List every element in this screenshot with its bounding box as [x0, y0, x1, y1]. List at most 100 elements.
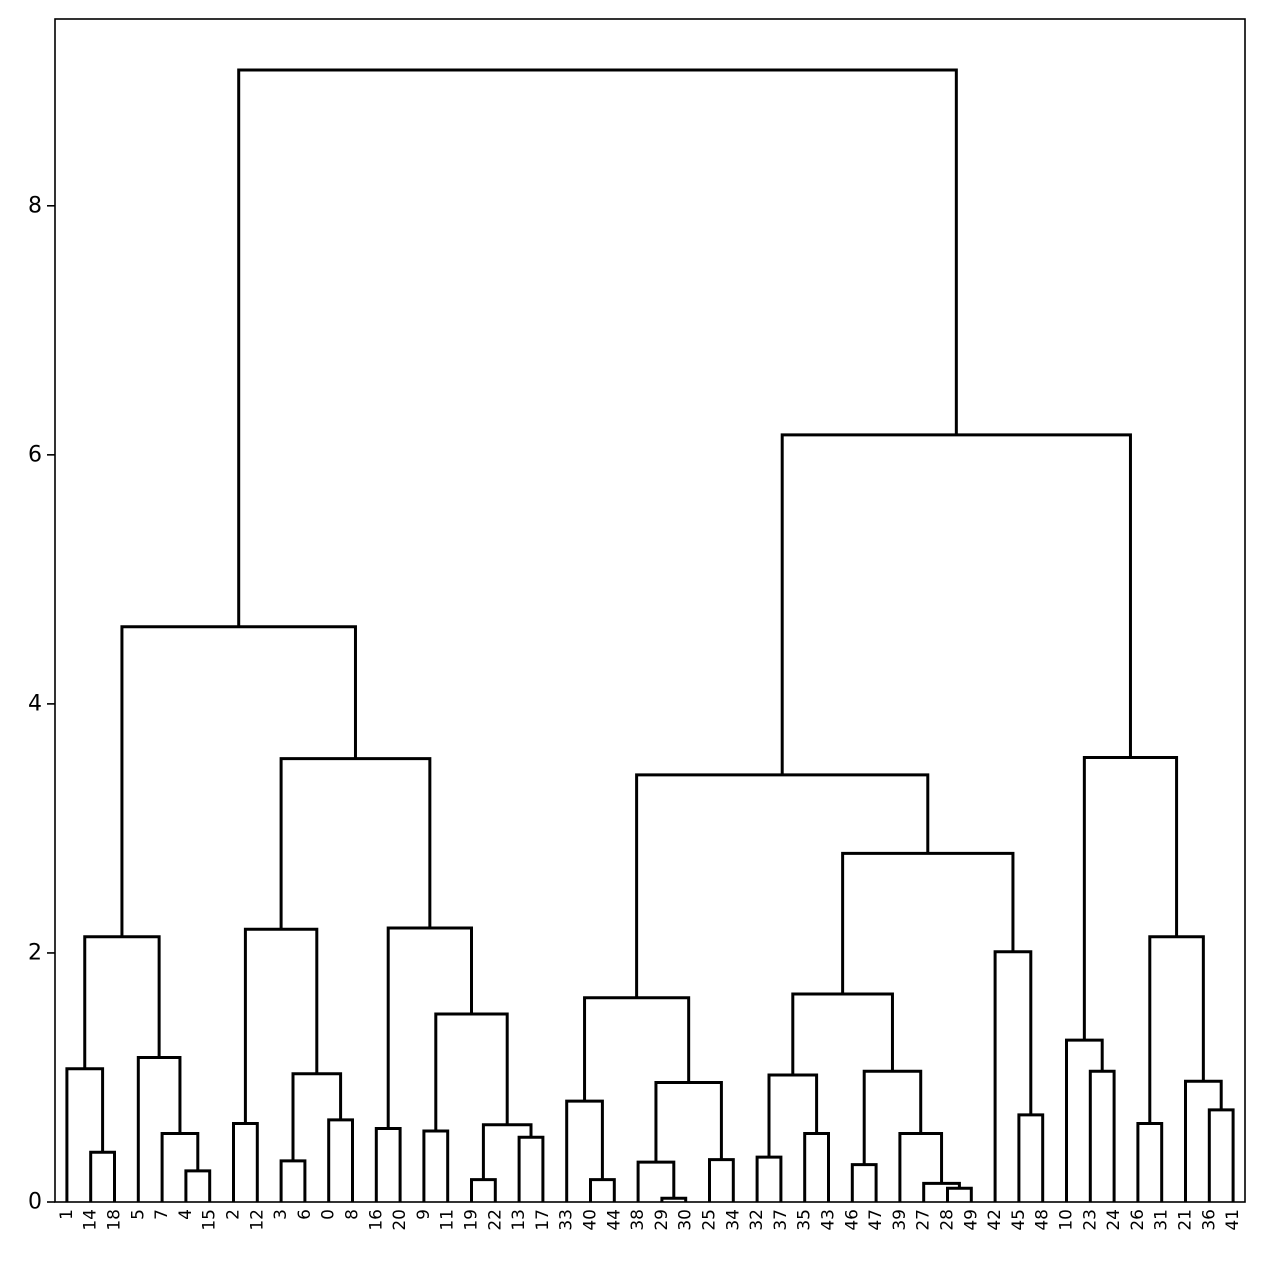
- leaf-label: 20: [390, 1209, 410, 1231]
- leaf-label: 44: [604, 1209, 624, 1231]
- leaf-label: 10: [1057, 1209, 1077, 1231]
- leaf-label: 24: [1104, 1209, 1124, 1231]
- dendrogram-link: [565, 1099, 604, 1202]
- leaf-label: 30: [676, 1209, 696, 1231]
- leaf-label: 34: [723, 1209, 743, 1231]
- dendrogram-link: [755, 1155, 783, 1202]
- leaf-label: 8: [343, 1209, 363, 1220]
- dendrogram-link: [993, 950, 1033, 1202]
- leaf-label: 9: [414, 1209, 434, 1220]
- dendrogram-link: [922, 1181, 961, 1202]
- dendrogram-link: [791, 992, 894, 1075]
- y-tick-label: 6: [28, 442, 42, 467]
- y-tick-label: 2: [28, 940, 42, 965]
- dendrogram-link: [517, 1135, 545, 1202]
- leaf-label: 6: [295, 1209, 315, 1220]
- plot-frame: [54, 18, 1246, 1203]
- dendrogram-link: [898, 1132, 944, 1202]
- dendrogram-link: [327, 1118, 354, 1202]
- dendrogram-link: [1088, 1069, 1116, 1202]
- leaf-label: 17: [533, 1209, 553, 1231]
- dendrogram-link: [803, 1132, 830, 1202]
- dendrogram-link: [589, 1178, 616, 1202]
- leaf-label: 40: [581, 1209, 601, 1231]
- dendrogram-link: [636, 1160, 676, 1202]
- y-axis: 0 2 4 6 8: [28, 193, 55, 1215]
- leaf-label: 36: [1199, 1209, 1219, 1231]
- leaf-label: 11: [438, 1209, 458, 1231]
- dendrogram-link: [65, 1067, 105, 1202]
- leaf-label: 27: [914, 1209, 934, 1231]
- leaf-label: 29: [652, 1209, 672, 1231]
- leaf-label: 41: [1223, 1209, 1243, 1231]
- dendrogram-link: [386, 926, 473, 1129]
- dendrogram-link: [422, 1129, 450, 1202]
- dendrogram-link: [120, 625, 357, 937]
- leaf-label: 14: [81, 1209, 101, 1231]
- dendrogram-link: [243, 927, 319, 1124]
- dendrogram-link: [583, 996, 691, 1102]
- dendrogram-link: [481, 1123, 533, 1180]
- dendrogram-link: [374, 1127, 402, 1202]
- dendrogram-link: [279, 757, 432, 930]
- leaf-label: 28: [938, 1209, 958, 1231]
- leaf-label: 43: [819, 1209, 839, 1231]
- y-tick-label: 8: [28, 193, 42, 218]
- dendrogram-link: [1082, 755, 1179, 1041]
- y-tick-label: 4: [28, 691, 42, 716]
- leaf-label: 1: [57, 1209, 77, 1220]
- dendrogram-link: [136, 1056, 182, 1202]
- leaf-label: 13: [509, 1209, 529, 1231]
- leaf-label: 15: [200, 1209, 220, 1231]
- leaf-label: 21: [1176, 1209, 1196, 1231]
- dendrogram-link: [1184, 1079, 1223, 1202]
- leaf-label: 22: [485, 1209, 505, 1231]
- dendrogram-link: [470, 1178, 497, 1202]
- dendrogram-link: [862, 1069, 923, 1165]
- dendrogram-link: [184, 1169, 212, 1202]
- leaf-label: 23: [1080, 1209, 1100, 1231]
- dendrogram-link: [635, 773, 930, 998]
- dendrogram-link: [1148, 935, 1205, 1124]
- leaf-label: 7: [152, 1209, 172, 1220]
- x-axis: 1 14 18 5 7 4 15 2 12 3 6 0 8 16 20 9 11 19 22 13 17 33 40 44 38…: [57, 1209, 1243, 1231]
- leaf-label: 35: [795, 1209, 815, 1231]
- dendrogram-links: [65, 68, 1235, 1202]
- dendrogram-link: [708, 1158, 735, 1202]
- leaf-label: 38: [628, 1209, 648, 1231]
- leaf-label: 37: [771, 1209, 791, 1231]
- dendrogram-link: [237, 68, 958, 627]
- leaf-label: 47: [866, 1209, 886, 1231]
- leaf-label: 18: [105, 1209, 125, 1231]
- leaf-label: 2: [224, 1209, 244, 1220]
- leaf-label: 5: [128, 1209, 148, 1220]
- dendrogram-link: [160, 1132, 200, 1202]
- dendrogram-link: [850, 1163, 878, 1202]
- leaf-label: 49: [961, 1209, 981, 1231]
- dendrogram-link: [232, 1122, 259, 1202]
- leaf-label: 31: [1152, 1209, 1172, 1231]
- dendrogram-link: [1136, 1122, 1164, 1202]
- dendrogram-link: [1017, 1113, 1045, 1202]
- dendrogram-link: [841, 851, 1015, 995]
- leaf-label: 48: [1033, 1209, 1053, 1231]
- dendrogram-link: [780, 433, 1132, 775]
- dendrogram-link: [1207, 1108, 1235, 1202]
- dendrogram-link: [767, 1073, 819, 1158]
- leaf-label: 32: [747, 1209, 767, 1231]
- dendrogram-link: [291, 1072, 343, 1161]
- leaf-label: 39: [890, 1209, 910, 1231]
- leaf-label: 0: [319, 1209, 339, 1220]
- leaf-label: 12: [247, 1209, 267, 1231]
- leaf-label: 25: [700, 1209, 720, 1231]
- leaf-label: 16: [366, 1209, 386, 1231]
- dendrogram-link: [83, 935, 161, 1069]
- leaf-label: 45: [1009, 1209, 1029, 1231]
- leaf-label: 19: [462, 1209, 482, 1231]
- dendrogram-link: [89, 1150, 116, 1202]
- dendrogram-link: [434, 1012, 509, 1132]
- dendrogram-link: [946, 1186, 973, 1202]
- leaf-label: 4: [176, 1209, 196, 1220]
- leaf-label: 26: [1128, 1209, 1148, 1231]
